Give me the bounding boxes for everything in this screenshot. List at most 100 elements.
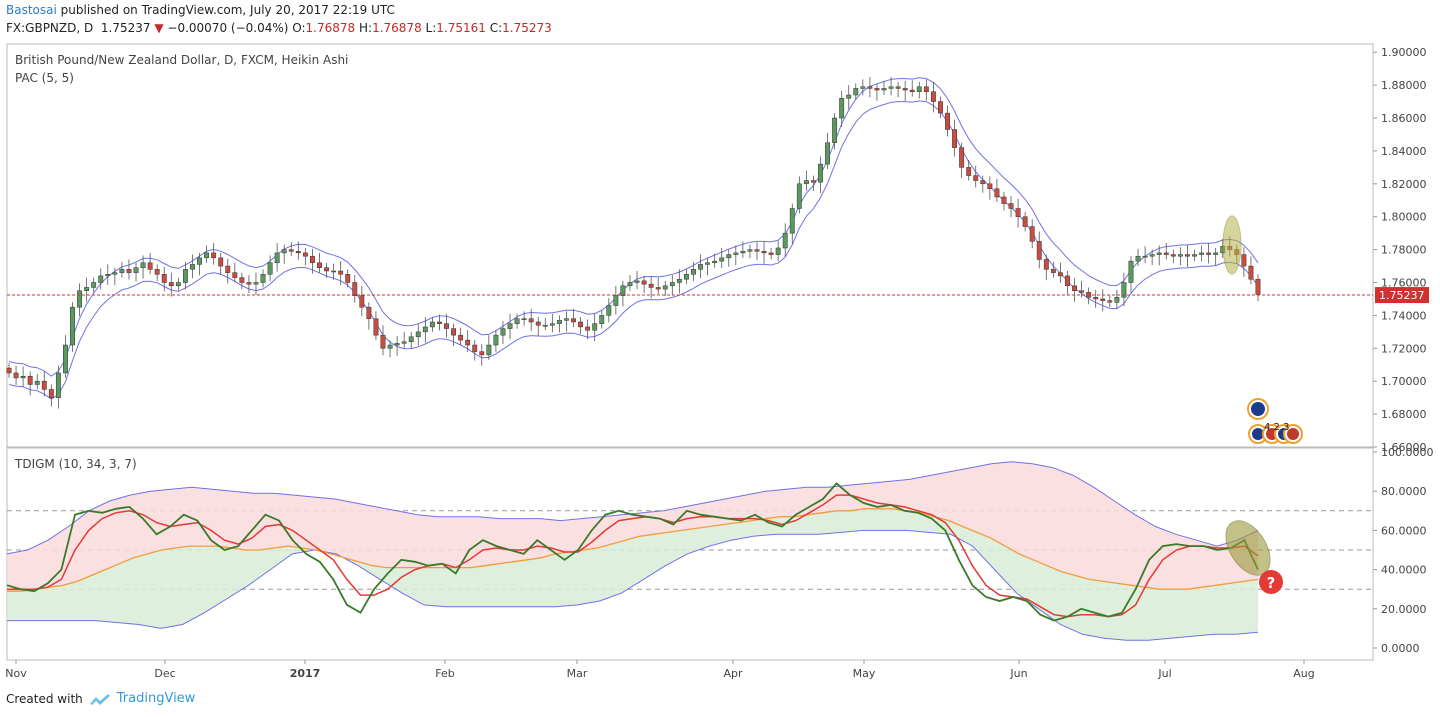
candle-body	[140, 262, 146, 268]
pac-lower-envelope	[8, 100, 1259, 400]
candle-body	[182, 269, 188, 283]
candle-body	[161, 274, 167, 283]
candle-body	[775, 247, 781, 255]
candle-body	[84, 287, 90, 291]
candle-body	[1170, 254, 1176, 257]
candle-body	[592, 323, 598, 331]
candle-body	[599, 315, 605, 324]
candle-body	[1177, 254, 1183, 257]
down-arrow-icon: ▼	[154, 21, 164, 35]
open-value: 1.76878	[305, 21, 356, 35]
event-flag-uk-inner	[1287, 428, 1299, 440]
candle-body	[1192, 254, 1197, 257]
candle-body	[881, 88, 887, 91]
footer: Created with TradingView	[6, 691, 195, 706]
candle-body	[1142, 255, 1148, 258]
candle-body	[366, 306, 372, 319]
candle-body	[204, 252, 210, 259]
candle-body	[1199, 252, 1204, 255]
candle-body	[1184, 254, 1190, 257]
time-tick-label: Feb	[435, 667, 454, 680]
candle-body	[1001, 196, 1007, 204]
highlight-ellipse-price	[1222, 215, 1242, 275]
candle-body	[634, 280, 640, 283]
candle-body	[1128, 260, 1134, 283]
tradingview-brand-link[interactable]: TradingView	[116, 691, 196, 706]
candle-body	[1093, 297, 1099, 300]
candle-body	[295, 251, 301, 254]
pac-upper-envelope	[8, 77, 1259, 377]
current-price-badge	[1375, 287, 1429, 304]
osc-tick-label: 60.0000	[1381, 524, 1427, 537]
candle-body	[324, 267, 329, 272]
candle-body	[1107, 300, 1113, 303]
lower-volatility-band-line	[7, 529, 1259, 641]
price-change: −0.00070 (−0.04%)	[167, 21, 289, 35]
candle-body	[486, 344, 492, 356]
candle-body	[70, 306, 75, 346]
candle-body	[1057, 272, 1063, 277]
candle-body	[13, 372, 19, 379]
time-tick-label: May	[853, 667, 876, 680]
time-tick-label: Jul	[1157, 667, 1171, 680]
event-flag-nz-inner	[1251, 402, 1265, 416]
candle-body	[662, 285, 668, 290]
candle-body	[126, 269, 132, 273]
candle-body	[691, 269, 696, 275]
candle-body	[302, 252, 308, 257]
high-value: 1.76878	[372, 21, 422, 35]
publish-line: Bastosai published on TradingView.com, J…	[6, 3, 395, 17]
created-with-label: Created with	[6, 691, 83, 706]
indicator-label[interactable]: PAC (5, 5)	[15, 71, 74, 85]
candle-body	[1015, 208, 1021, 217]
time-tick-label: Dec	[154, 667, 175, 680]
osc-tick-label: 100.0000	[1381, 446, 1434, 459]
candle-body	[712, 260, 718, 264]
candle-body	[542, 325, 548, 327]
candle-body	[853, 88, 859, 96]
candle-body	[938, 101, 943, 114]
candle-body	[274, 252, 280, 264]
close-label: C:	[489, 21, 503, 35]
candle-body	[705, 262, 711, 265]
price-pane-title: British Pound/New Zealand Dollar, D, FXC…	[15, 53, 349, 67]
low-label: L:	[425, 21, 437, 35]
price-tick-label: 1.78000	[1381, 244, 1427, 257]
candle-body	[747, 249, 753, 252]
osc-tick-label: 0.0000	[1381, 642, 1420, 655]
author-link[interactable]: Bastosai	[6, 3, 57, 17]
candle-body	[1022, 216, 1028, 227]
candle-body	[175, 282, 181, 287]
candle-body	[373, 318, 379, 336]
candle-body	[514, 318, 520, 324]
candle-body	[20, 376, 26, 379]
candle-body	[429, 321, 435, 328]
candle-body	[676, 278, 682, 283]
oscillator-title[interactable]: TDIGM (10, 34, 3, 7)	[15, 457, 137, 471]
candle-body	[1114, 297, 1120, 303]
osc-tick-label: 80.0000	[1381, 485, 1427, 498]
symbol-name: FX:GBPNZD, D	[6, 21, 94, 35]
candle-body	[648, 283, 654, 288]
candle-body	[740, 251, 746, 254]
candle-body	[338, 270, 344, 275]
close-value: 1.75273	[502, 21, 552, 35]
candle-body	[288, 249, 294, 252]
candle-body	[683, 274, 689, 280]
candle-body	[479, 351, 485, 356]
candle-body	[331, 270, 337, 273]
candle-body	[6, 367, 12, 374]
candle-body	[719, 257, 725, 262]
question-mark-glyph: ?	[1267, 574, 1276, 592]
candle-body	[507, 323, 513, 329]
candle-body	[994, 188, 1000, 198]
candle-body	[1135, 255, 1141, 262]
candle-body	[91, 282, 97, 288]
candle-body	[895, 86, 901, 89]
price-tick-label: 1.80000	[1381, 211, 1427, 224]
candle-body	[987, 183, 993, 190]
candle-body	[585, 326, 591, 331]
candle-body	[401, 341, 407, 344]
time-tick-label: Jun	[1009, 667, 1027, 680]
